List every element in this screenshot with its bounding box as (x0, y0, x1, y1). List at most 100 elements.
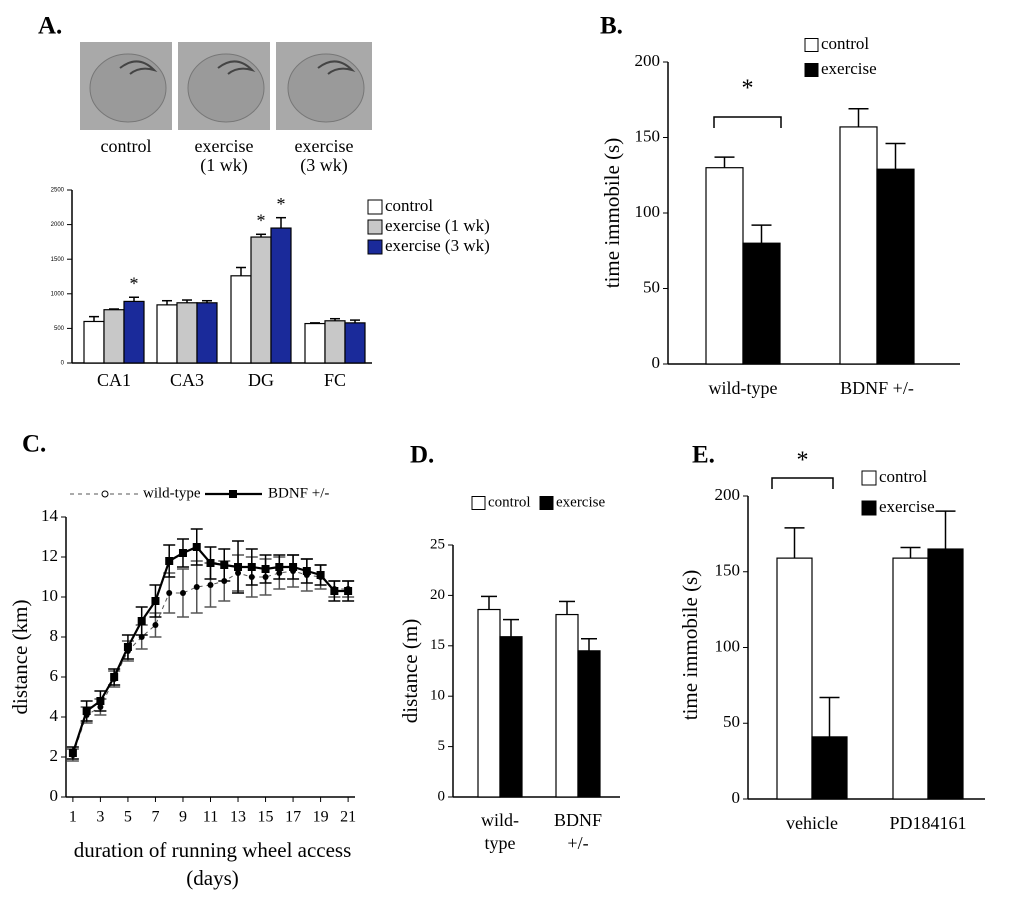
point (302, 567, 311, 575)
legend-label: exercise (1 wk) (385, 216, 490, 235)
bar (304, 322, 326, 364)
y-tick-label: 15 (430, 637, 445, 653)
y-tick-label: 150 (635, 126, 661, 145)
image-caption: exercise (195, 136, 254, 156)
y-tick-label: 50 (723, 712, 740, 731)
legend-swatch (471, 496, 486, 510)
y-axis-title: time immobile (s) (600, 138, 624, 288)
panel-label: E. (692, 442, 715, 469)
y-tick-label: 200 (715, 485, 741, 504)
bar (270, 227, 292, 364)
bar (892, 557, 929, 800)
y-tick-label: 20 (430, 587, 445, 603)
bar (927, 548, 964, 800)
y-tick-label: 0 (652, 353, 661, 372)
y-tick-label: 1500 (51, 257, 65, 263)
x-tick-label: 13 (230, 809, 246, 826)
y-tick-label: 10 (41, 586, 58, 605)
legend-swatch (804, 63, 819, 77)
significance-marker: * (257, 210, 266, 230)
bar (83, 320, 105, 364)
point (206, 559, 215, 567)
point (275, 563, 284, 571)
bar (577, 650, 601, 798)
y-axis-title: distance (m) (398, 619, 422, 723)
x-tick-label: DG (248, 370, 274, 390)
legend-label: control (879, 467, 927, 486)
x-tick-label: 21 (340, 809, 356, 826)
image-caption: control (101, 136, 152, 156)
legend-swatch (539, 496, 554, 510)
hippocampus (317, 60, 356, 75)
image-caption: exercise (295, 136, 354, 156)
point (152, 622, 159, 628)
bar (176, 302, 198, 364)
point (261, 565, 270, 573)
y-axis-title: time immobile (s) (678, 570, 702, 720)
point (110, 673, 119, 681)
y-tick-label: 200 (635, 51, 661, 70)
x-tick-label: 9 (179, 809, 187, 826)
bar (555, 613, 579, 798)
legend-label: exercise (821, 59, 877, 78)
significance-marker: * (277, 194, 286, 214)
point (289, 563, 298, 571)
bar (230, 275, 252, 364)
x-tick-label: 3 (96, 809, 104, 826)
legend-label: BDNF +/- (268, 485, 329, 501)
point (96, 697, 105, 705)
bar (344, 322, 366, 364)
legend-swatch (861, 470, 877, 486)
y-tick-label: 6 (50, 666, 59, 685)
legend-label: exercise (556, 494, 605, 510)
y-tick-label: 2 (50, 746, 59, 765)
x-axis-title: duration of running wheel access (74, 838, 352, 862)
x-tick-label: FC (324, 370, 346, 390)
point (316, 571, 325, 579)
legend-marker (229, 490, 237, 498)
image-caption: (3 wk) (300, 155, 348, 176)
legend-label: exercise (3 wk) (385, 236, 490, 255)
legend-marker (101, 490, 109, 498)
x-tick-label: type (485, 833, 516, 853)
point (220, 561, 229, 569)
bar (705, 167, 744, 365)
significance-bracket (713, 116, 782, 128)
y-tick-label: 4 (50, 706, 59, 725)
legend-label: exercise (879, 497, 935, 516)
legend-swatch (367, 239, 383, 255)
x-tick-label: 5 (124, 809, 132, 826)
point (192, 543, 201, 551)
x-tick-label: vehicle (786, 813, 838, 833)
legend-swatch (861, 500, 877, 516)
y-tick-label: 8 (50, 626, 59, 645)
y-tick-label: 2500 (51, 188, 65, 194)
bar (156, 304, 178, 364)
bar (477, 608, 501, 798)
x-tick-label: 17 (285, 809, 301, 826)
bar (196, 302, 218, 364)
y-tick-label: 100 (715, 636, 741, 655)
legend-label: control (821, 34, 869, 53)
bar (103, 309, 125, 364)
bar (839, 126, 878, 365)
bar (811, 736, 848, 800)
legend-label: control (488, 494, 531, 510)
panel-label: D. (410, 442, 434, 469)
bar (324, 320, 346, 364)
x-tick-label: 1 (69, 809, 77, 826)
point (151, 597, 160, 605)
x-tick-label: 7 (151, 809, 159, 826)
x-tick-label: 11 (203, 809, 218, 826)
bar (876, 168, 915, 365)
x-tick-label: 15 (258, 809, 274, 826)
x-tick-label: 19 (313, 809, 329, 826)
significance-bracket (771, 477, 834, 489)
brain-outline (89, 53, 167, 123)
x-tick-label: CA1 (97, 370, 131, 390)
y-tick-label: 1000 (51, 291, 65, 297)
point (123, 643, 132, 651)
y-tick-label: 500 (54, 326, 65, 332)
y-axis-title: distance (km) (8, 600, 32, 715)
